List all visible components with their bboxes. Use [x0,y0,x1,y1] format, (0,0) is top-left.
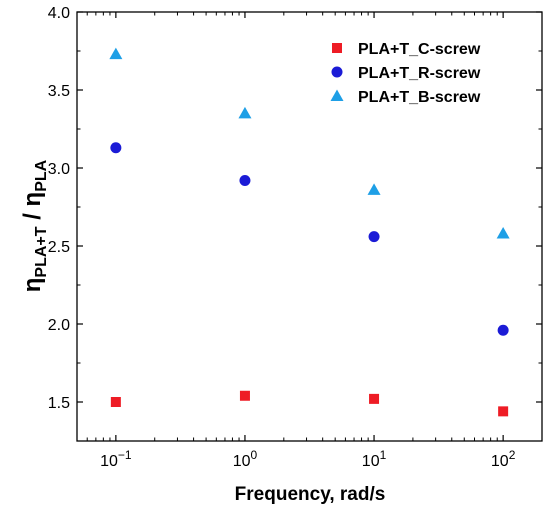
y-tick-label: 4.0 [48,5,70,22]
legend-label: PLA+T_C-screw [358,41,481,58]
data-point [110,397,121,407]
y-tick-label: 3.0 [48,161,70,178]
x-axis-title: Frequency, rad/s [235,484,386,505]
data-point [367,183,381,195]
data-point [238,106,252,119]
legend-marker [332,43,342,53]
y-axis-title: ηPLA+T / ηPLA [19,159,50,292]
x-tick-label: 100 [233,448,258,470]
legend-marker [330,89,344,101]
x-tick-labels: 10−1 100 101 102 [100,448,516,470]
data-point [497,324,509,336]
x-tick-label: 10−1 [100,448,132,470]
x-tick-label: 102 [491,448,516,470]
data-point [368,231,380,243]
data-point [110,142,122,154]
axis-ticks [77,11,542,441]
data-point [496,227,510,239]
y-tick-label: 1.5 [48,395,70,412]
data-points [109,47,510,417]
legend-label: PLA+T_B-screw [358,89,481,106]
data-point [239,174,251,186]
data-point [109,47,123,60]
data-point [239,390,250,401]
legend-marker [331,66,343,78]
x-tick-label: 101 [362,448,387,470]
legend-label: PLA+T_R-screw [358,65,481,82]
y-tick-label: 3.5 [48,83,70,100]
y-tick-labels: 1.5 2.0 2.5 3.0 3.5 4.0 [48,5,70,412]
data-point [498,406,509,417]
data-point [369,393,380,404]
y-tick-label: 2.0 [48,317,70,334]
plot-frame [76,11,543,442]
y-tick-label: 2.5 [48,239,70,256]
legend: PLA+T_C-screw PLA+T_R-screw PLA+T_B-screw [330,41,481,106]
